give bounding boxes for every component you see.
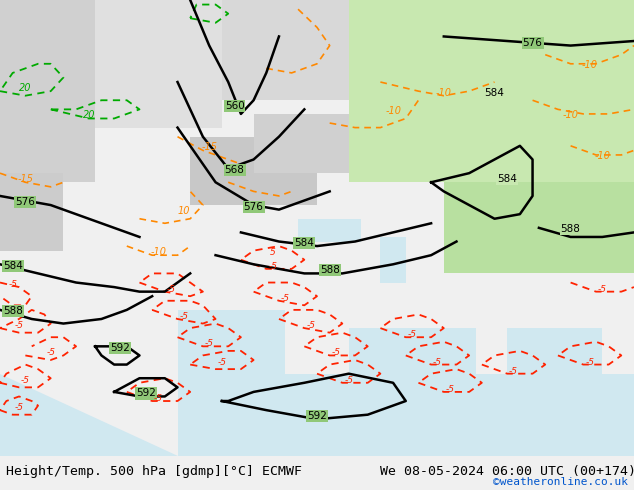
Text: -10: -10: [150, 247, 167, 257]
Text: -10: -10: [594, 151, 611, 162]
Text: -10: -10: [436, 88, 452, 98]
Text: -10: -10: [385, 106, 401, 116]
Polygon shape: [222, 0, 349, 100]
Text: -5: -5: [205, 340, 214, 348]
Text: -5: -5: [268, 262, 277, 271]
Polygon shape: [190, 137, 317, 205]
Polygon shape: [0, 173, 63, 251]
Text: -5: -5: [154, 394, 163, 403]
Polygon shape: [0, 0, 95, 182]
Text: 592: 592: [307, 411, 327, 421]
Text: -15: -15: [201, 143, 217, 152]
Polygon shape: [178, 310, 285, 374]
Text: 584: 584: [3, 261, 23, 271]
Text: 576: 576: [243, 201, 264, 212]
Text: 10: 10: [178, 206, 190, 216]
Polygon shape: [298, 219, 361, 242]
Text: -5: -5: [585, 358, 594, 367]
Text: We 08-05-2024 06:00 UTC (00+174): We 08-05-2024 06:00 UTC (00+174): [380, 465, 634, 478]
Text: 576: 576: [15, 197, 36, 207]
Text: 20: 20: [19, 83, 32, 93]
Text: 588: 588: [320, 266, 340, 275]
Polygon shape: [95, 0, 222, 127]
Polygon shape: [380, 237, 406, 283]
Text: -5: -5: [21, 376, 30, 385]
Text: -5: -5: [306, 321, 315, 330]
Text: -10: -10: [562, 110, 579, 121]
Text: -5: -5: [509, 367, 518, 376]
Text: -5: -5: [15, 403, 23, 412]
Text: -15: -15: [17, 174, 34, 184]
Text: 584: 584: [484, 88, 505, 98]
Polygon shape: [349, 328, 476, 410]
Text: -5: -5: [433, 358, 442, 367]
Text: -5: -5: [8, 280, 17, 289]
Text: -5: -5: [281, 294, 290, 303]
Text: -5: -5: [167, 285, 176, 294]
Text: -5: -5: [446, 385, 455, 394]
Text: 584: 584: [497, 174, 517, 184]
Text: 20: 20: [82, 110, 95, 121]
Text: 568: 568: [224, 165, 245, 175]
Text: -5: -5: [332, 348, 340, 357]
Text: -5: -5: [408, 330, 417, 339]
Text: 588: 588: [560, 224, 581, 234]
Text: 560: 560: [224, 101, 245, 111]
Text: 588: 588: [3, 306, 23, 317]
Text: 592: 592: [136, 389, 156, 398]
Text: -5: -5: [179, 312, 188, 321]
Text: -5: -5: [217, 358, 226, 367]
Text: 576: 576: [522, 38, 543, 48]
Polygon shape: [444, 182, 634, 273]
Polygon shape: [507, 328, 602, 410]
Text: -5: -5: [344, 376, 353, 385]
Text: Height/Temp. 500 hPa [gdmp][°C] ECMWF: Height/Temp. 500 hPa [gdmp][°C] ECMWF: [6, 465, 302, 478]
Text: -10: -10: [581, 60, 598, 71]
Text: 584: 584: [294, 238, 314, 248]
Text: 592: 592: [110, 343, 131, 353]
Polygon shape: [0, 374, 634, 456]
Text: -5: -5: [15, 321, 23, 330]
Polygon shape: [349, 0, 634, 182]
Text: 5: 5: [269, 248, 276, 257]
Text: -5: -5: [46, 348, 55, 357]
Polygon shape: [254, 114, 349, 173]
Text: -5: -5: [598, 285, 607, 294]
Text: ©weatheronline.co.uk: ©weatheronline.co.uk: [493, 477, 628, 487]
